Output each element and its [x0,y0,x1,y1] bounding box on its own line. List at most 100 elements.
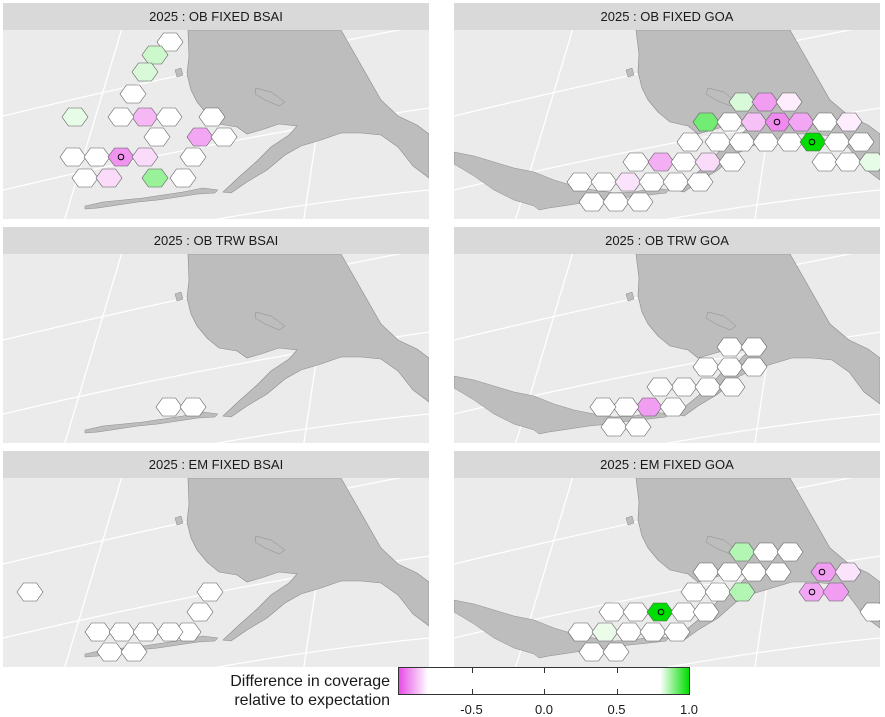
hex-cell [811,152,839,172]
hex-cell [108,622,136,642]
hex-cell [622,602,650,622]
hex-cell [692,602,720,622]
map-em-fixed-bsai [3,478,429,667]
hex-cell [169,168,197,188]
hex-cells [155,397,207,417]
panel-title: 2025 : OB FIXED GOA [454,3,880,30]
graticule-line [214,189,429,219]
hex-cell [692,562,720,582]
alaska-mainland [635,254,880,417]
island [625,291,635,302]
color-legend: Difference in coverage relative to expec… [0,660,885,717]
island [625,67,635,78]
hex-cells [59,32,238,188]
hex-cell [694,377,722,397]
hex-cell [622,152,650,172]
panel-title: 2025 : OB FIXED BSAI [3,3,429,30]
legend-title: Difference in coverage relative to expec… [200,672,390,710]
cell-marker [808,588,816,596]
cell-marker [808,138,816,146]
hex-cell [155,397,183,417]
hex-cell [740,357,768,377]
hex-cell [692,112,720,132]
island [174,67,184,78]
hex-cell [16,582,44,602]
legend-tick-label: -0.5 [460,702,483,717]
hex-cell [186,602,214,622]
hex-cell [663,622,691,642]
island [174,515,184,526]
hex-cell [602,192,630,212]
hex-cell [179,147,207,167]
panel-ob-fixed-goa: 2025 : OB FIXED GOA [454,3,880,219]
hex-cell [59,147,87,167]
hex-cell [615,622,643,642]
hex-cell [156,622,184,642]
legend-tick-mark [616,668,618,673]
hex-cell [776,542,804,562]
hex-cell [662,172,690,192]
legend-title-line-1: Difference in coverage [230,673,390,690]
hex-cell [83,147,111,167]
hex-cell [598,602,626,622]
hex-cell [198,107,226,127]
map-em-fixed-goa [454,478,880,667]
hex-cell [132,622,160,642]
legend-tick-mark [544,668,545,673]
cell-marker [773,118,781,126]
legend-title-line-2: relative to expectation [234,692,390,709]
hex-cell [670,152,698,172]
hex-cell [578,642,606,662]
hex-cell [131,147,159,167]
hex-cell [647,152,675,172]
hex-cell [659,397,687,417]
hex-cell [834,562,862,582]
hex-cell [740,112,768,132]
hex-cell [155,107,183,127]
hex-cell [624,417,652,437]
hex-cell [143,127,171,147]
hex-cell [120,642,148,662]
hex-cell [680,582,708,602]
hex-cell [798,582,826,602]
graticule-line [214,637,429,667]
hex-cell [775,92,803,112]
hex-cell [822,582,850,602]
hex-cell [740,337,768,357]
hex-cell [716,357,744,377]
hex-cell [752,132,780,152]
hex-cell [704,132,732,152]
island [174,291,184,302]
hex-cell [764,562,792,582]
island [625,515,635,526]
island [254,535,286,555]
hex-cell [107,147,135,167]
hex-cell [694,152,722,172]
legend-tick-mark [471,668,473,673]
island [254,87,286,107]
legend-tick-label: 1.0 [679,702,699,717]
hex-cell [646,602,674,622]
panel-ob-fixed-bsai: 2025 : OB FIXED BSAI [3,3,429,219]
hex-cell [728,582,756,602]
island [705,311,737,331]
hex-cell [646,377,674,397]
aleutian-islands [84,187,219,210]
hex-cell [728,132,756,152]
panel-title: 2025 : OB TRW GOA [454,227,880,254]
legend-tick-mark [471,689,473,694]
hex-cell [810,562,838,582]
alaska-mainland [186,254,429,418]
alaska-mainland [186,478,429,642]
hex-cell [834,152,862,172]
aleutian-islands [84,411,219,434]
map-ob-trw-bsai [3,254,429,443]
panel-title: 2025 : EM FIXED GOA [454,451,880,478]
hex-cell [156,32,184,52]
hex-cell [95,168,123,188]
hex-cell [751,92,779,112]
hex-cell [858,152,880,172]
hex-cell [600,417,628,437]
graticule-line [665,189,880,219]
island [705,535,737,555]
